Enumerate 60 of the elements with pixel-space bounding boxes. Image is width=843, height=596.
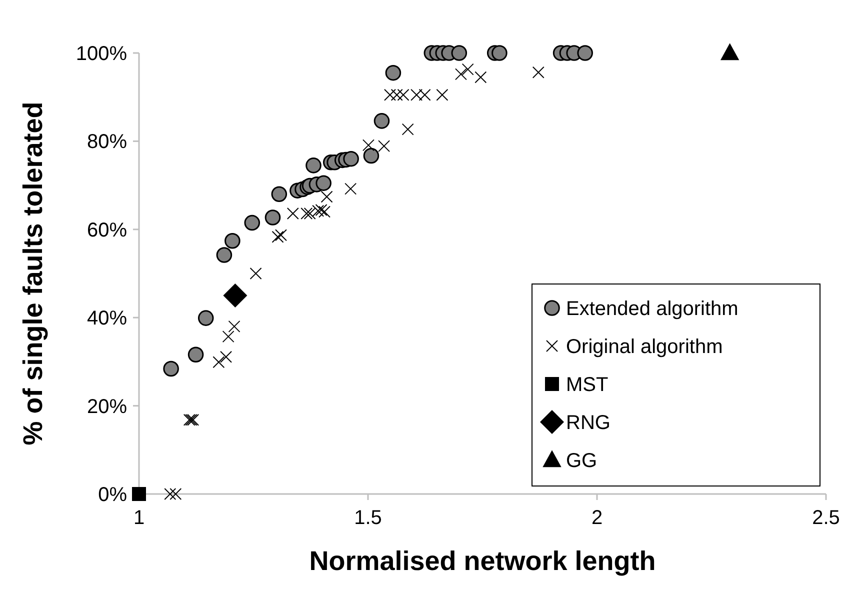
point <box>212 356 225 368</box>
point <box>315 204 328 216</box>
point <box>164 488 176 500</box>
point <box>244 214 260 231</box>
point <box>720 43 740 60</box>
point <box>274 229 287 242</box>
point <box>390 88 403 101</box>
y-tick-label: 20% <box>86 396 128 418</box>
y-tick-label: 40% <box>86 308 128 330</box>
point <box>577 45 593 61</box>
point <box>454 68 467 80</box>
point <box>132 487 146 501</box>
point <box>216 247 232 263</box>
point <box>532 66 544 78</box>
point <box>170 488 182 500</box>
point <box>316 175 332 191</box>
point <box>362 139 374 152</box>
point <box>343 150 359 167</box>
y-tick-label: 60% <box>86 219 128 242</box>
point <box>223 284 248 308</box>
legend-label: Original algorithm <box>566 336 723 358</box>
point <box>436 88 448 101</box>
x-tick-label: 1 <box>133 507 145 529</box>
point <box>264 210 281 226</box>
x-tick-label: 2.5 <box>812 507 840 529</box>
y-tick-label: 80% <box>86 131 128 154</box>
x-axis-title: Normalised network length <box>309 546 656 576</box>
legend-label: GG <box>566 450 598 472</box>
point <box>474 71 487 84</box>
point <box>306 158 322 174</box>
point <box>198 310 214 326</box>
point <box>318 206 330 218</box>
point <box>378 140 390 152</box>
point <box>344 182 357 195</box>
point <box>320 190 333 203</box>
point <box>222 330 234 343</box>
point <box>188 346 204 363</box>
point <box>272 230 284 243</box>
point <box>163 360 179 377</box>
point <box>224 232 240 249</box>
y-axis-title: % of single faults tolerated <box>18 102 48 446</box>
point <box>451 45 468 61</box>
point <box>402 123 414 136</box>
point <box>271 186 288 202</box>
point <box>492 45 508 61</box>
legend-label: RNG <box>566 412 610 434</box>
point <box>228 320 240 332</box>
point <box>462 63 474 76</box>
y-tick-label: 0% <box>98 484 128 506</box>
x-tick-label: 2 <box>591 507 603 529</box>
legend-label: MST <box>566 374 608 396</box>
point <box>250 268 262 280</box>
legend-label: Extended algorithm <box>566 298 738 320</box>
x-tick-label: 1.5 <box>354 507 382 529</box>
point <box>374 113 390 129</box>
y-tick-label: 100% <box>76 43 128 65</box>
point <box>385 64 402 81</box>
point <box>363 148 380 164</box>
point <box>220 350 232 363</box>
point <box>304 208 316 220</box>
